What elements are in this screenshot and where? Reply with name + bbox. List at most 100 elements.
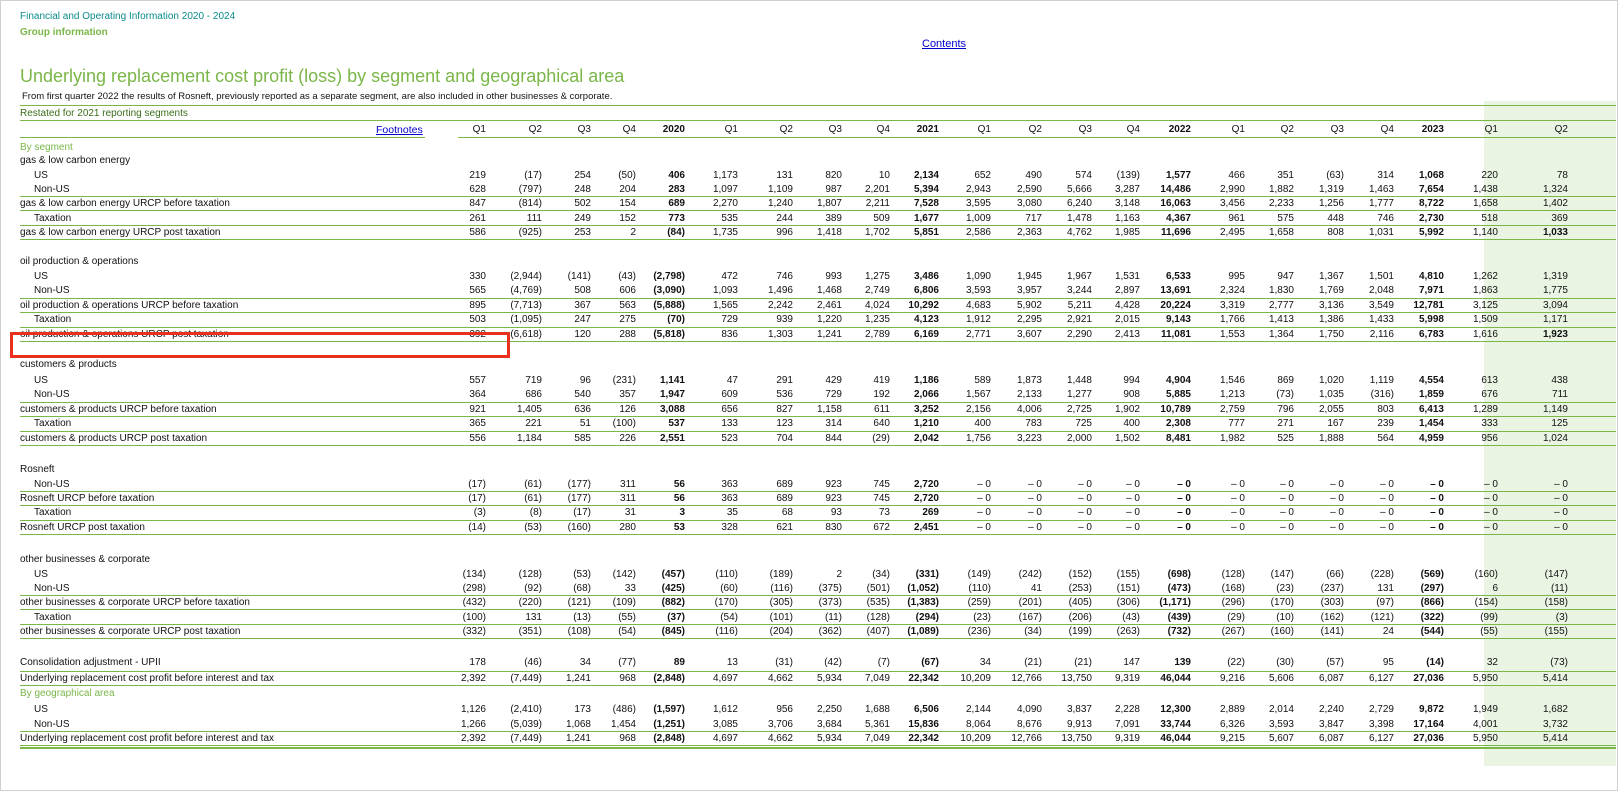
table-row: US 557 719 96 (231) 1,141 47 291 429 419 1,186 589 1…: [20, 373, 1616, 387]
table-cell: (5,039): [510, 719, 542, 730]
row-label: Rosneft: [20, 464, 55, 475]
table-cell: 827: [776, 404, 793, 415]
table-cell: 729: [721, 314, 738, 325]
table-cell: (1,095): [510, 314, 542, 325]
table-cell: 1,565: [712, 300, 738, 311]
table-cell: 676: [1481, 389, 1498, 400]
table-cell: 1,509: [1472, 314, 1498, 325]
table-cell: (99): [1480, 612, 1498, 623]
table-cell: 1,303: [767, 329, 793, 340]
table-cell: 746: [1377, 213, 1394, 224]
table-cell: 1,468: [816, 285, 842, 296]
table-cell: 4,810: [1418, 271, 1444, 282]
table-cell: (177): [567, 493, 591, 504]
table-cell: 4,001: [1472, 719, 1498, 730]
table-cell: 9,143: [1165, 314, 1191, 325]
table-row: Taxation (100) 131 (13) (55) (37) (54) (101) (11…: [20, 610, 1616, 624]
table-cell: (220): [518, 597, 542, 608]
table-cell: 33: [624, 583, 636, 594]
table-cell: 3,223: [1016, 433, 1042, 444]
table-cell: 1,807: [816, 198, 842, 209]
table-cell: 2,889: [1219, 704, 1245, 715]
table-cell: 123: [776, 418, 793, 429]
table-cell: – 0: [1177, 522, 1191, 533]
table-cell: 351: [1277, 170, 1294, 181]
table-cell: 1,141: [659, 375, 685, 386]
table-cell: (375): [818, 583, 842, 594]
table-cell: 1,068: [565, 719, 591, 730]
table-cell: 3,684: [816, 719, 842, 730]
table-cell: (5,818): [653, 329, 685, 340]
table-cell: 12,300: [1160, 704, 1191, 715]
table-cell: 4,904: [1165, 375, 1191, 386]
table-cell: 689: [776, 479, 793, 490]
table-cell: 2,240: [1318, 704, 1344, 715]
table-row: US 1,126 (2,410) 173 (486) (1,597) 1,612 956 2,2…: [20, 702, 1616, 716]
table-cell: 1,756: [965, 433, 991, 444]
table-cell: 1,031: [1368, 227, 1394, 238]
table-cell: 4,006: [1016, 404, 1042, 415]
table-cell: (1,171): [1159, 597, 1191, 608]
table-row: oil production & operations URCP before …: [20, 298, 1616, 312]
table-cell: 31: [624, 507, 636, 518]
row-label: US: [34, 704, 48, 715]
row-rule: [20, 402, 1616, 403]
footnotes-link[interactable]: Footnotes: [376, 124, 423, 136]
table-cell: 2,055: [1318, 404, 1344, 415]
table-cell: 5,606: [1268, 673, 1294, 684]
table-cell: 1,119: [1369, 375, 1394, 386]
table-cell: (7): [877, 657, 890, 668]
table-row: Underlying replacement cost profit befor…: [20, 731, 1616, 745]
table-cell: 7,528: [913, 198, 939, 209]
table-cell: 2,990: [1219, 184, 1245, 195]
table-cell: 1,454: [610, 719, 636, 730]
table-cell: 2,048: [1368, 285, 1394, 296]
table-cell: – 0: [1231, 493, 1245, 504]
table-cell: 9,319: [1114, 733, 1140, 744]
table-cell: 1,616: [1472, 329, 1498, 340]
table-cell: 1,902: [1114, 404, 1140, 415]
table-cell: 1,448: [1066, 375, 1092, 386]
table-cell: 2,134: [913, 170, 939, 181]
table-cell: 717: [1025, 213, 1042, 224]
table-cell: 1,438: [1472, 184, 1498, 195]
table-cell: – 0: [1126, 493, 1140, 504]
table-row: Rosneft URCP post taxation (14) (53) (160) 2…: [20, 520, 1616, 534]
table-cell: 4,762: [1066, 227, 1092, 238]
table-cell: 8,676: [1016, 719, 1042, 730]
table-cell: 4,090: [1016, 704, 1042, 715]
table-cell: 3,398: [1368, 719, 1394, 730]
table-cell: (147): [1544, 569, 1568, 580]
table-cell: (14): [1426, 657, 1444, 668]
row-rule: [20, 341, 1616, 342]
table-cell: 574: [1075, 170, 1092, 181]
table-cell: 6,240: [1066, 198, 1092, 209]
table-cell: (46): [524, 657, 542, 668]
table-cell: (53): [573, 569, 591, 580]
row-rule: [20, 298, 1616, 299]
table-cell: 1,553: [1219, 329, 1245, 340]
table-cell: 5,414: [1542, 733, 1568, 744]
section-header: By segment: [20, 140, 1616, 154]
row-label: Taxation: [34, 418, 72, 429]
table-cell: 1,496: [767, 285, 793, 296]
table-cell: (108): [567, 626, 591, 637]
table-cell: 4,428: [1114, 300, 1140, 311]
table-cell: 1,612: [712, 704, 738, 715]
table-cell: 3,088: [659, 404, 685, 415]
table-cell: 3,593: [1268, 719, 1294, 730]
table-cell: 244: [776, 213, 793, 224]
table-cell: (231): [612, 375, 636, 386]
contents-link[interactable]: Contents: [922, 38, 967, 50]
table-cell: (73): [1276, 389, 1294, 400]
latest-period-shading: [1484, 101, 1616, 766]
table-cell: 269: [922, 507, 939, 518]
table-cell: (170): [714, 597, 738, 608]
row-rule: [20, 327, 1616, 328]
table-cell: (160): [567, 522, 591, 533]
table-cell: 1,859: [1418, 389, 1444, 400]
table-row: customers & products URCP post taxation 5…: [20, 431, 1616, 445]
table-cell: 13: [726, 657, 738, 668]
table-row: Non-US 628 (797) 248 204 283 1,097 1,109 987 2,20…: [20, 182, 1616, 196]
table-cell: 3,847: [1318, 719, 1344, 730]
